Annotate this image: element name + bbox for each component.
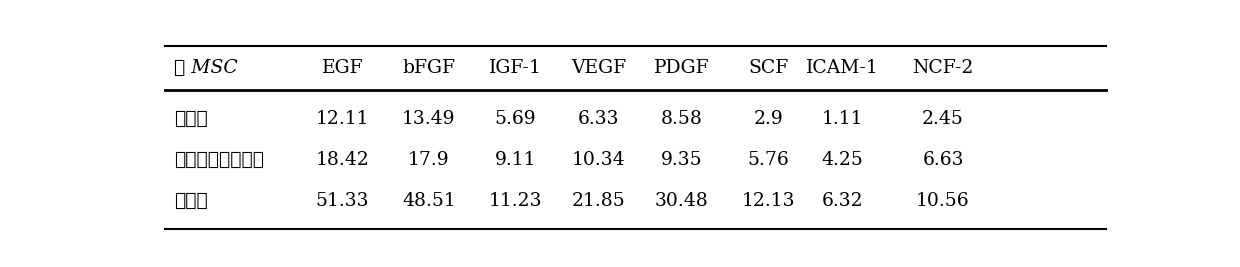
- Text: 30.48: 30.48: [655, 192, 708, 210]
- Text: 21.85: 21.85: [572, 192, 626, 210]
- Text: NCF-2: NCF-2: [913, 59, 973, 77]
- Text: 6.63: 6.63: [923, 151, 963, 168]
- Text: 6.33: 6.33: [578, 111, 620, 128]
- Text: ICAM-1: ICAM-1: [806, 59, 878, 77]
- Text: 10.34: 10.34: [572, 151, 626, 168]
- Text: 8.58: 8.58: [661, 111, 703, 128]
- Text: SCF: SCF: [748, 59, 789, 77]
- Text: 含裂解液的培养液: 含裂解液的培养液: [174, 151, 264, 168]
- Text: bFGF: bFGF: [403, 59, 455, 77]
- Text: 6.32: 6.32: [821, 192, 863, 210]
- Text: PDGF: PDGF: [653, 59, 709, 77]
- Text: 9.11: 9.11: [495, 151, 536, 168]
- Text: IGF-1: IGF-1: [489, 59, 542, 77]
- Text: 12.11: 12.11: [316, 111, 370, 128]
- Text: 浓缩液: 浓缩液: [174, 192, 208, 210]
- Text: EGF: EGF: [321, 59, 363, 77]
- Text: 51.33: 51.33: [316, 192, 370, 210]
- Text: 5.76: 5.76: [748, 151, 789, 168]
- Text: 1.11: 1.11: [821, 111, 863, 128]
- Text: 13.49: 13.49: [402, 111, 455, 128]
- Text: 9.35: 9.35: [661, 151, 702, 168]
- Text: 11.23: 11.23: [489, 192, 542, 210]
- Text: 18.42: 18.42: [315, 151, 370, 168]
- Text: 人 MSC: 人 MSC: [174, 59, 238, 77]
- Text: 4.25: 4.25: [821, 151, 863, 168]
- Text: 48.51: 48.51: [402, 192, 456, 210]
- Text: 12.13: 12.13: [742, 192, 795, 210]
- Text: VEGF: VEGF: [572, 59, 626, 77]
- Text: 17.9: 17.9: [408, 151, 450, 168]
- Text: 2.9: 2.9: [753, 111, 782, 128]
- Text: 10.56: 10.56: [916, 192, 970, 210]
- Text: 培养液: 培养液: [174, 111, 208, 128]
- Text: 2.45: 2.45: [923, 111, 963, 128]
- Text: 5.69: 5.69: [495, 111, 536, 128]
